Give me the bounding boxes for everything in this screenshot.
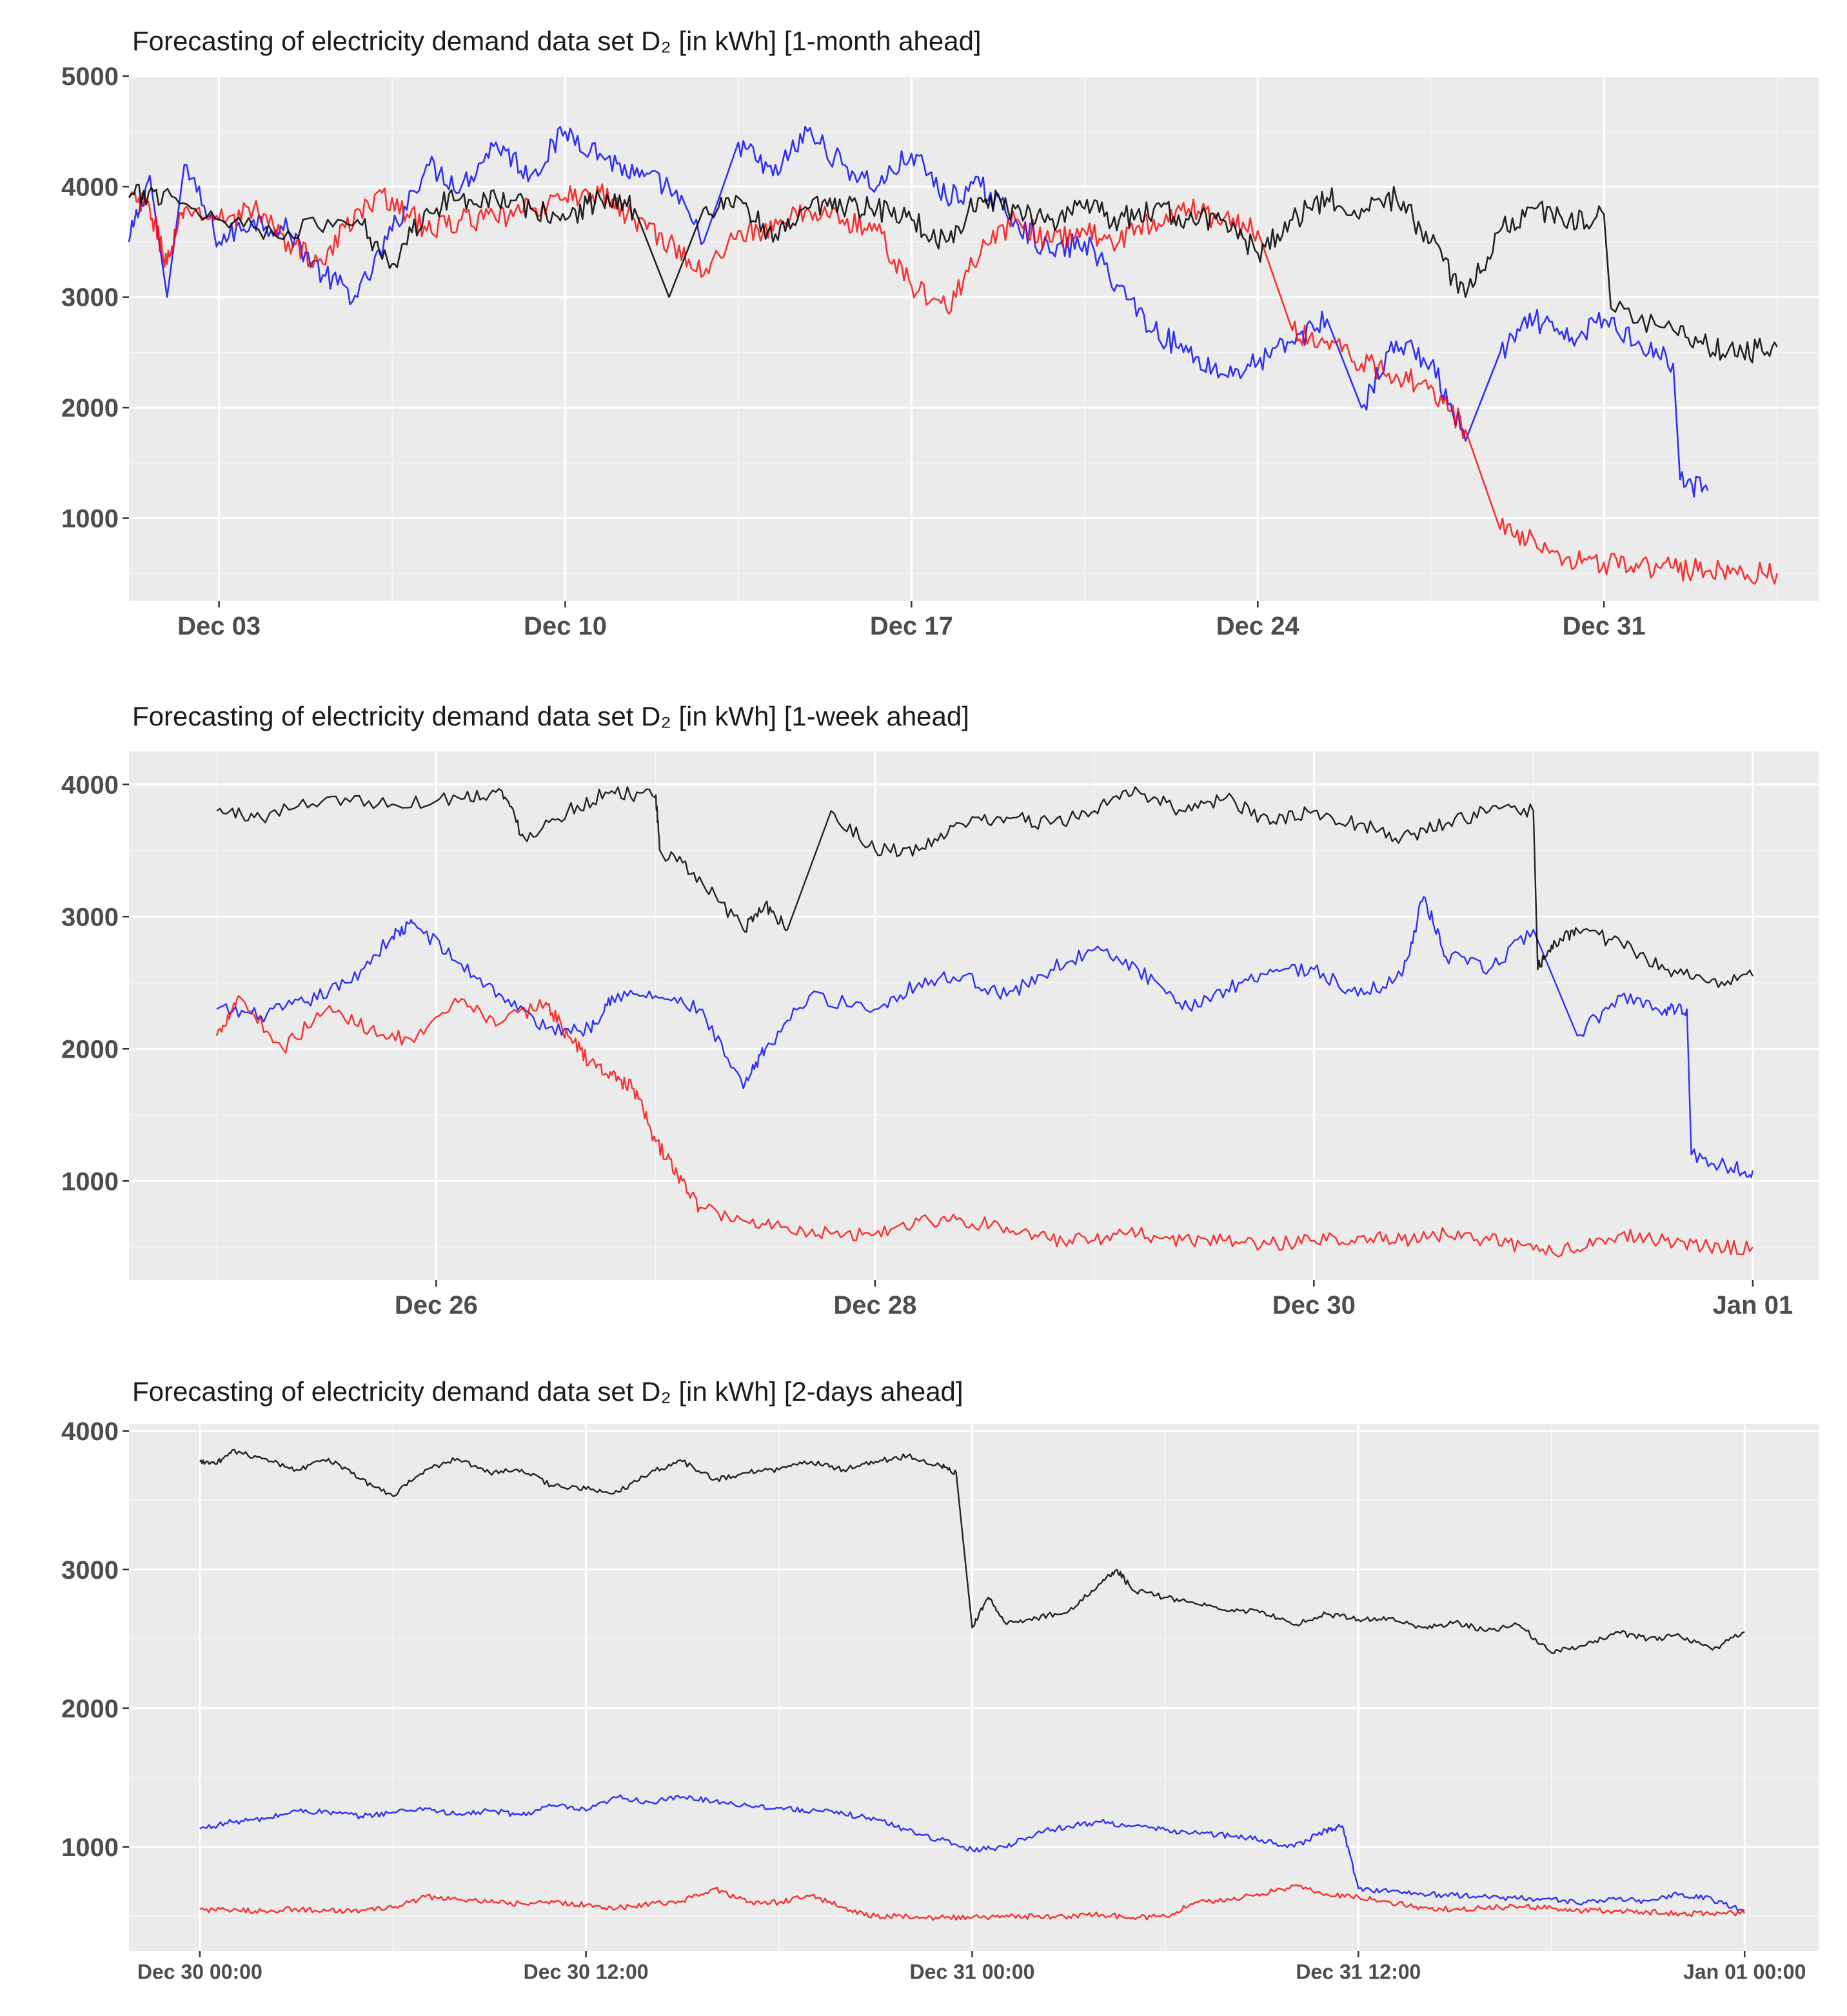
x-tick-label: Dec 28 — [833, 1291, 916, 1319]
y-tick-label: 2000 — [61, 394, 119, 422]
chart-3: Forecasting of electricity demand data s… — [61, 1376, 1819, 1984]
y-tick-label: 1000 — [61, 504, 119, 533]
series-line-red — [215, 995, 1753, 1258]
chart-1: Forecasting of electricity demand data s… — [61, 26, 1819, 640]
y-tick-label: 4000 — [61, 771, 119, 799]
plot-panel — [129, 751, 1819, 1280]
series-line-red — [128, 183, 1778, 585]
plot-panel — [129, 76, 1819, 601]
series-line-black — [216, 786, 1753, 989]
series-line-blue — [128, 126, 1709, 498]
y-tick-label: 1000 — [61, 1833, 119, 1862]
series-line-blue — [199, 1794, 1745, 1912]
chart-title: Forecasting of electricity demand data s… — [132, 26, 982, 56]
x-tick-label: Dec 31 00:00 — [910, 1961, 1035, 1984]
x-tick-label: Dec 30 12:00 — [524, 1961, 649, 1984]
y-tick-label: 3000 — [61, 284, 119, 312]
x-tick-label: Dec 30 — [1272, 1291, 1356, 1319]
x-tick-label: Jan 01 00:00 — [1683, 1961, 1806, 1984]
x-tick-label: Dec 24 — [1216, 612, 1300, 640]
y-tick-label: 3000 — [61, 903, 119, 931]
x-tick-label: Dec 26 — [395, 1291, 478, 1319]
y-tick-label: 3000 — [61, 1556, 119, 1585]
chart-2: Forecasting of electricity demand data s… — [61, 701, 1819, 1319]
y-tick-label: 5000 — [61, 63, 119, 91]
series-line-blue — [216, 896, 1754, 1178]
chart-title: Forecasting of electricity demand data s… — [132, 1376, 963, 1407]
y-tick-label: 4000 — [61, 1418, 119, 1446]
x-tick-label: Dec 03 — [177, 612, 261, 640]
x-tick-label: Dec 10 — [524, 612, 607, 640]
x-tick-label: Dec 17 — [870, 612, 953, 640]
x-tick-label: Dec 31 — [1563, 612, 1646, 640]
series-line-black — [128, 183, 1778, 364]
y-tick-label: 4000 — [61, 173, 119, 201]
y-tick-label: 2000 — [61, 1695, 119, 1723]
x-tick-label: Dec 30 00:00 — [137, 1961, 262, 1984]
y-tick-label: 2000 — [61, 1035, 119, 1063]
chart-title: Forecasting of electricity demand data s… — [132, 701, 969, 731]
series-line-black — [199, 1448, 1745, 1655]
series-line-red — [199, 1884, 1746, 1921]
y-tick-label: 1000 — [61, 1167, 119, 1196]
plot-panel — [129, 1424, 1819, 1951]
x-tick-label: Dec 31 12:00 — [1296, 1961, 1421, 1984]
x-tick-label: Jan 01 — [1713, 1291, 1793, 1319]
